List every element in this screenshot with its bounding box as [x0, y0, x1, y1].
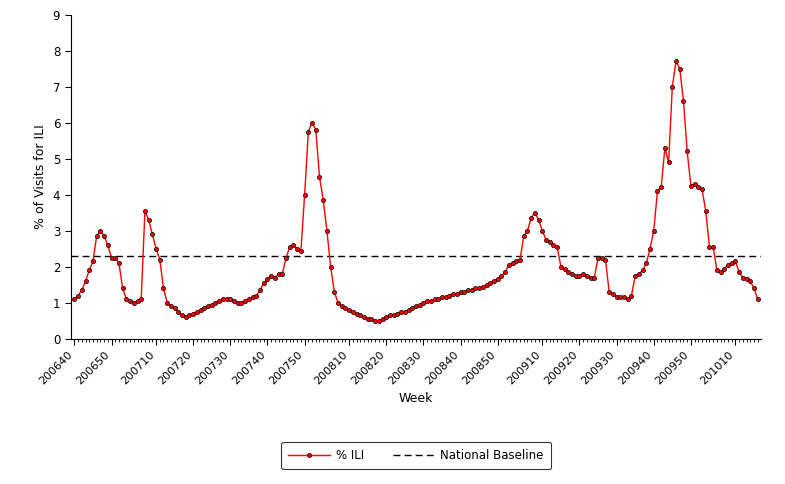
% ILI	[371, 318, 380, 324]
% ILI	[218, 296, 228, 302]
% ILI	[214, 298, 224, 304]
National Baseline	[73, 253, 82, 259]
% ILI	[753, 296, 762, 302]
% ILI	[356, 313, 365, 318]
National Baseline	[70, 253, 79, 259]
Line: % ILI: % ILI	[72, 59, 760, 323]
% ILI	[70, 296, 79, 302]
X-axis label: Week: Week	[399, 392, 433, 405]
Y-axis label: % of Visits for ILI: % of Visits for ILI	[35, 124, 47, 229]
% ILI	[671, 59, 681, 64]
% ILI	[538, 228, 547, 234]
Legend: % ILI, National Baseline: % ILI, National Baseline	[281, 442, 551, 469]
% ILI	[177, 313, 187, 318]
% ILI	[638, 268, 648, 273]
